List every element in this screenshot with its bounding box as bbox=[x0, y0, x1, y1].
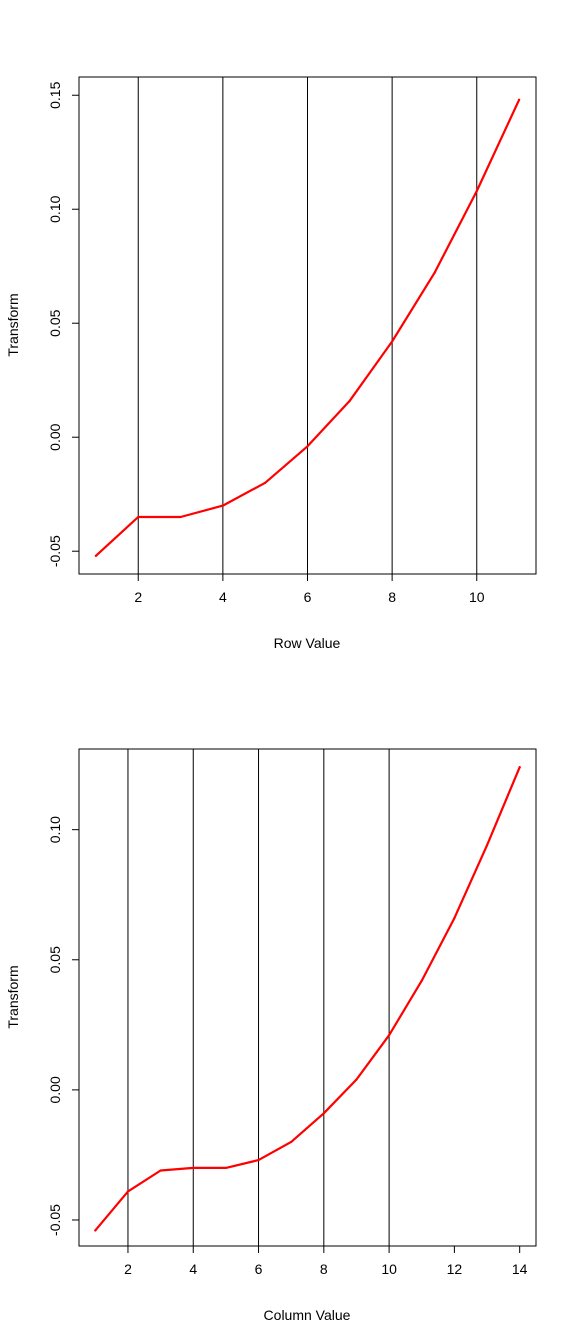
data-point bbox=[433, 271, 436, 275]
x-tick-label: 4 bbox=[189, 1261, 197, 1277]
x-tick-label: 2 bbox=[134, 589, 142, 605]
data-point bbox=[224, 1166, 227, 1170]
data-point bbox=[348, 399, 351, 402]
x-tick-label: 2 bbox=[124, 1261, 132, 1277]
series-line bbox=[94, 766, 521, 1232]
data-point bbox=[179, 515, 182, 519]
y-tick-label: 0.05 bbox=[47, 946, 63, 973]
data-point bbox=[137, 515, 140, 519]
y-axis-label: Transform bbox=[5, 293, 21, 356]
vertical-lines bbox=[127, 749, 390, 1246]
y-tick-label: 0.15 bbox=[47, 81, 63, 108]
x-tick-label: 6 bbox=[304, 589, 312, 605]
data-point bbox=[475, 189, 478, 193]
y-axis: -0.05 0.00 0.05 0.10 bbox=[47, 816, 80, 1236]
x-axis-label: Column Value bbox=[264, 1307, 351, 1323]
column-value-chart: 2 4 6 8 10 12 14 -0.05 0.00 0.05 0.10 Column Valu… bbox=[5, 748, 537, 1323]
plot-frame bbox=[78, 748, 537, 1247]
y-tick-label: 0.05 bbox=[47, 309, 63, 336]
x-axis: 2 4 6 8 10 12 14 bbox=[124, 1245, 528, 1277]
x-tick-label: 10 bbox=[381, 1261, 397, 1277]
data-point bbox=[94, 554, 98, 557]
x-tick-label: 4 bbox=[219, 589, 227, 605]
y-tick-label: -0.05 bbox=[47, 1204, 63, 1236]
y-tick-label: 0.00 bbox=[47, 423, 63, 450]
data-point bbox=[192, 1166, 195, 1170]
data-point bbox=[453, 917, 456, 920]
x-tick-label: 8 bbox=[388, 589, 396, 605]
data-point bbox=[388, 1034, 391, 1037]
data-point bbox=[517, 98, 521, 101]
series bbox=[94, 766, 521, 1232]
y-axis-label: Transform bbox=[5, 965, 21, 1028]
y-tick-label: 0.00 bbox=[47, 1076, 63, 1103]
data-point bbox=[94, 1229, 97, 1232]
data-point bbox=[264, 481, 267, 484]
vertical-lines bbox=[137, 77, 478, 574]
data-point bbox=[420, 979, 423, 982]
data-point bbox=[126, 1190, 130, 1193]
series bbox=[94, 98, 521, 557]
y-axis: -0.05 0.00 0.05 0.10 0.15 bbox=[47, 81, 80, 567]
x-tick-label: 12 bbox=[447, 1261, 463, 1277]
x-tick-label: 8 bbox=[320, 1261, 328, 1277]
data-point bbox=[485, 844, 489, 847]
data-point bbox=[306, 445, 309, 448]
row-value-chart: 2 4 6 8 10 -0.05 0.00 0.05 0.10 0.15 Row Value T… bbox=[5, 76, 537, 651]
data-point bbox=[355, 1078, 358, 1081]
y-tick-label: 0.10 bbox=[47, 195, 63, 222]
x-axis: 2 4 6 8 10 bbox=[134, 573, 485, 605]
data-point bbox=[221, 504, 224, 507]
x-tick-label: 14 bbox=[512, 1261, 528, 1277]
data-point bbox=[257, 1159, 260, 1162]
data-point bbox=[391, 340, 394, 343]
data-point bbox=[322, 1112, 325, 1115]
x-tick-label: 6 bbox=[255, 1261, 263, 1277]
data-point bbox=[159, 1169, 162, 1172]
x-axis-label: Row Value bbox=[274, 635, 341, 651]
x-tick-label: 10 bbox=[469, 589, 485, 605]
y-tick-label: -0.05 bbox=[47, 535, 63, 567]
data-point bbox=[290, 1140, 293, 1144]
data-point bbox=[518, 766, 521, 769]
y-tick-label: 0.10 bbox=[47, 816, 63, 843]
